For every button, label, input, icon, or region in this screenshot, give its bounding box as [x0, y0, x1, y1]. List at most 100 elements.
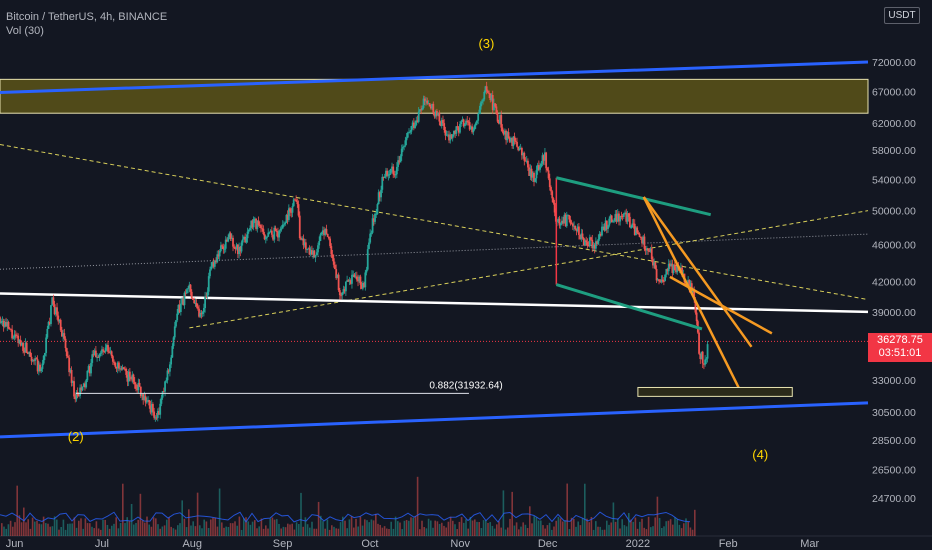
- candle-body: [300, 238, 302, 240]
- volume-bar: [199, 525, 201, 536]
- volume-bar: [262, 528, 265, 536]
- volume-bar: [258, 526, 260, 536]
- volume-bar: [623, 525, 626, 536]
- volume-bar: [410, 517, 412, 536]
- volume-bar: [117, 528, 120, 536]
- volume-bar: [124, 523, 126, 536]
- candle-body: [257, 220, 260, 226]
- price-tick-label: 46000.00: [872, 240, 916, 252]
- volume-bar: [163, 525, 166, 536]
- volume-legend[interactable]: Vol (30): [6, 25, 44, 37]
- volume-bar: [588, 522, 590, 536]
- candle-body: [695, 312, 698, 322]
- candle-body: [365, 269, 368, 273]
- volume-bar: [223, 527, 225, 536]
- candle-body: [476, 120, 478, 124]
- volume-bar: [379, 524, 381, 536]
- candle-body: [391, 166, 393, 169]
- volume-bar: [221, 522, 223, 536]
- candle-body: [119, 368, 122, 370]
- candle-body: [133, 381, 136, 385]
- candle-body: [64, 338, 67, 349]
- candle-body: [451, 134, 454, 139]
- candle-body: [558, 218, 561, 226]
- candle-body: [491, 95, 494, 111]
- volume-bar: [284, 527, 287, 536]
- volume-bar: [603, 529, 606, 536]
- candle-body: [533, 172, 535, 182]
- candle-body: [336, 274, 339, 279]
- time-tick-label: Dec: [538, 538, 558, 550]
- candle-body: [12, 337, 15, 339]
- volume-bar: [496, 524, 498, 536]
- candle-body: [181, 298, 183, 304]
- candle-body: [613, 220, 616, 222]
- candle-body: [479, 103, 482, 110]
- candle-body: [534, 178, 537, 182]
- time-tick-label: Feb: [719, 538, 738, 550]
- candle-body: [580, 233, 583, 239]
- volume-bar: [579, 525, 582, 536]
- volume-bar: [31, 517, 34, 536]
- candle-body: [478, 109, 481, 114]
- price-axis-panel[interactable]: [868, 0, 932, 550]
- volume-bar: [243, 518, 245, 536]
- candle-body: [598, 233, 601, 240]
- volume-bar: [562, 521, 564, 536]
- green-channel-upper: [555, 176, 712, 217]
- candle-body: [318, 240, 321, 246]
- volume-bar: [229, 523, 232, 536]
- volume-bar: [430, 520, 432, 536]
- candle-body: [357, 279, 359, 282]
- candle-body: [52, 297, 55, 305]
- volume-bar: [20, 522, 23, 536]
- volume-bar: [322, 521, 324, 536]
- volume-bar: [601, 529, 604, 536]
- volume-bar: [522, 522, 524, 536]
- volume-bar: [256, 528, 258, 536]
- volume-bar: [100, 529, 102, 536]
- candle-body: [531, 172, 534, 178]
- volume-bar: [130, 503, 133, 536]
- candle-body: [679, 267, 682, 269]
- candle-body: [528, 167, 531, 176]
- volume-bar: [544, 528, 546, 536]
- volume-bar: [535, 517, 538, 536]
- candle-body: [297, 204, 300, 216]
- candle-body: [582, 237, 585, 246]
- candle-body: [410, 126, 413, 132]
- volume-bar: [474, 519, 476, 536]
- volume-bar: [551, 529, 553, 536]
- green-channel-lower: [555, 283, 703, 331]
- volume-bar: [337, 528, 340, 536]
- symbol-legend[interactable]: Bitcoin / TetherUS, 4h, BINANCE: [6, 11, 168, 23]
- price-tick-label: 62000.00: [872, 118, 916, 130]
- volume-bar: [276, 519, 278, 536]
- candle-body: [540, 163, 543, 167]
- candle-body: [223, 248, 226, 250]
- volume-bar: [427, 518, 430, 536]
- candle-body: [448, 134, 450, 141]
- candle-body: [273, 227, 276, 240]
- wave-label-wave_3: (3): [478, 36, 494, 51]
- volume-bar: [632, 521, 634, 536]
- candle-body: [421, 107, 424, 110]
- candle-body: [263, 234, 266, 240]
- candle-body: [10, 328, 12, 330]
- candle-body: [312, 250, 315, 255]
- volume-bar: [159, 528, 161, 536]
- volume-bar: [463, 522, 465, 536]
- volume-bar: [133, 524, 135, 536]
- currency-selector[interactable]: USDT: [884, 7, 920, 24]
- candle-body: [506, 132, 509, 141]
- candle-body: [542, 155, 545, 161]
- candle-body: [40, 368, 43, 371]
- candle-body: [93, 350, 96, 356]
- volume-bar: [353, 527, 355, 536]
- volume-bar: [161, 526, 164, 536]
- volume-bar: [590, 517, 593, 536]
- volume-bar: [78, 520, 80, 536]
- candle-body: [82, 383, 85, 387]
- wave-label-wave_2: (2): [68, 429, 84, 444]
